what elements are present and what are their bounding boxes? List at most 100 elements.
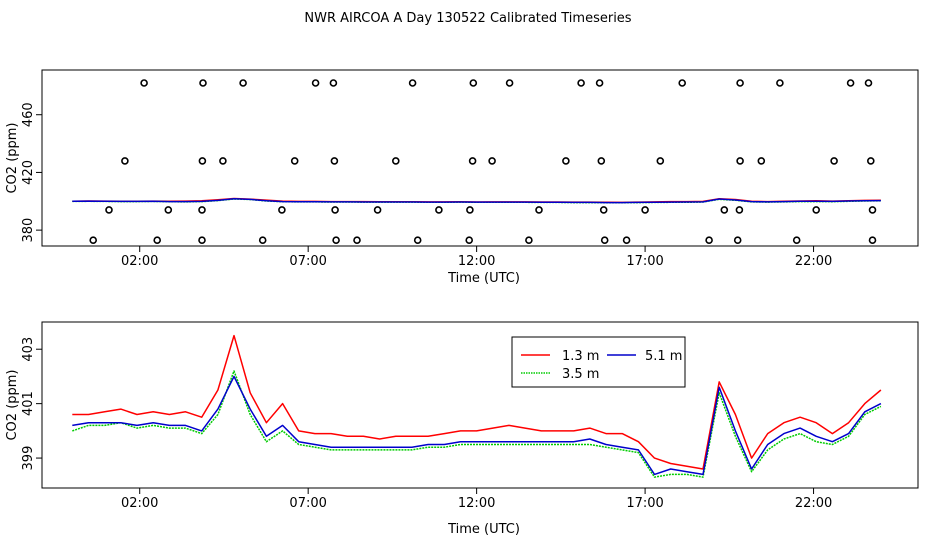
top-y-axis: 380 420 460 [21,102,42,243]
scatter-point [373,206,382,214]
scatter-point [198,157,207,165]
scatter-point [413,236,422,244]
scatter-point [577,79,585,87]
scatter-point [678,79,687,87]
scatter-point [468,157,477,165]
scatter-point [332,236,340,244]
scatter-point [219,157,227,165]
bottom-x-tick-label: 17:00 [626,496,663,511]
scatter-point [140,79,148,87]
scatter-point [597,157,606,165]
legend: 1.3 m 3.5 m 5.1 m [511,336,686,388]
bottom-x-tick-label: 07:00 [289,496,326,511]
bottom-series-line-3 [72,375,882,476]
scatter-point [656,157,665,165]
bottom-series-lines [72,334,882,478]
scatter-point [868,236,877,244]
scatter-point [488,157,496,165]
scatter-point [846,79,855,87]
scatter-point [641,206,649,214]
top-x-tick-label: 12:00 [458,254,495,269]
legend-box [511,336,686,388]
scatter-point [164,206,173,214]
scatter-point [105,206,113,214]
scatter-point [239,79,247,87]
top-panel: 02:00 07:00 12:00 17:00 22:00 380 420 460 Time… [5,69,919,286]
scatter-point [830,157,838,165]
bottom-x-tick-label: 12:00 [458,496,495,511]
scatter-point [278,206,286,214]
scatter-point [198,236,206,244]
scatter-point [736,79,744,87]
scatter-point [600,236,609,244]
scatter-point [505,79,514,87]
scatter-point [391,157,400,165]
top-x-tick-label: 17:00 [626,254,663,269]
scatter-point [290,157,299,165]
scatter-point [595,79,604,87]
scatter-point [735,206,744,214]
scatter-point [331,206,339,214]
scatter-point [812,206,821,214]
top-x-axis: 02:00 07:00 12:00 17:00 22:00 [121,246,832,269]
bottom-x-axis: 02:00 07:00 12:00 17:00 22:00 [121,488,832,511]
scatter-point [353,236,361,244]
bottom-y-tick-label: 401 [21,391,36,416]
scatter-point [199,79,207,87]
top-plot-frame [41,69,919,247]
scatter-point [153,236,161,244]
scatter-point [469,79,478,87]
top-y-tick-label: 460 [21,102,36,127]
top-x-tick-label: 07:00 [289,254,326,269]
scatter-point [330,157,339,165]
bottom-x-tick-label: 02:00 [121,496,158,511]
top-y-tick-label: 380 [21,218,36,243]
figure-title: NWR AIRCOA A Day 130522 Calibrated Times… [304,11,631,26]
top-x-tick-label: 02:00 [121,254,158,269]
scatter-point [535,206,543,214]
scatter-point [622,236,631,244]
scatter-point [329,79,338,87]
scatter-point [121,157,129,165]
bottom-x-axis-label: Time (UTC) [447,522,520,537]
bottom-series-line-2 [72,370,882,478]
legend-label-2: 3.5 m [562,367,599,382]
scatter-point [866,157,875,165]
top-x-axis-label: Time (UTC) [447,271,520,286]
bottom-series-line-1 [72,334,882,470]
top-scatter-points [89,79,877,244]
scatter-point [198,206,206,214]
scatter-point [864,79,873,87]
bottom-y-axis-label: CO2 (ppm) [5,369,20,440]
bottom-plot-frame [41,321,919,489]
bottom-y-axis: 399 401 403 [21,337,42,471]
scatter-point [757,157,766,165]
legend-label-1: 1.3 m [562,349,599,364]
legend-label-3: 5.1 m [645,349,682,364]
scatter-point [525,236,533,244]
scatter-point [311,79,320,87]
scatter-point [408,79,417,87]
bottom-y-tick-label: 403 [21,337,36,362]
top-series-lines [72,197,881,204]
top-y-axis-label: CO2 (ppm) [5,122,20,193]
bottom-x-tick-label: 22:00 [795,496,832,511]
scatter-point [868,206,877,214]
scatter-point [435,206,443,214]
bottom-y-tick-label: 399 [21,446,36,471]
scatter-point [792,236,801,244]
top-series-line-3 [72,197,881,204]
scatter-point [466,206,474,214]
top-y-tick-label: 420 [21,160,36,185]
scatter-point [705,236,713,244]
scatter-point [736,157,744,165]
scatter-point [599,206,608,214]
scatter-point [562,157,570,165]
scatter-point [733,236,742,244]
scatter-point [465,236,474,244]
scatter-point [89,236,97,244]
scatter-point [776,79,784,87]
scatter-point [720,206,729,214]
scatter-point [258,236,267,244]
